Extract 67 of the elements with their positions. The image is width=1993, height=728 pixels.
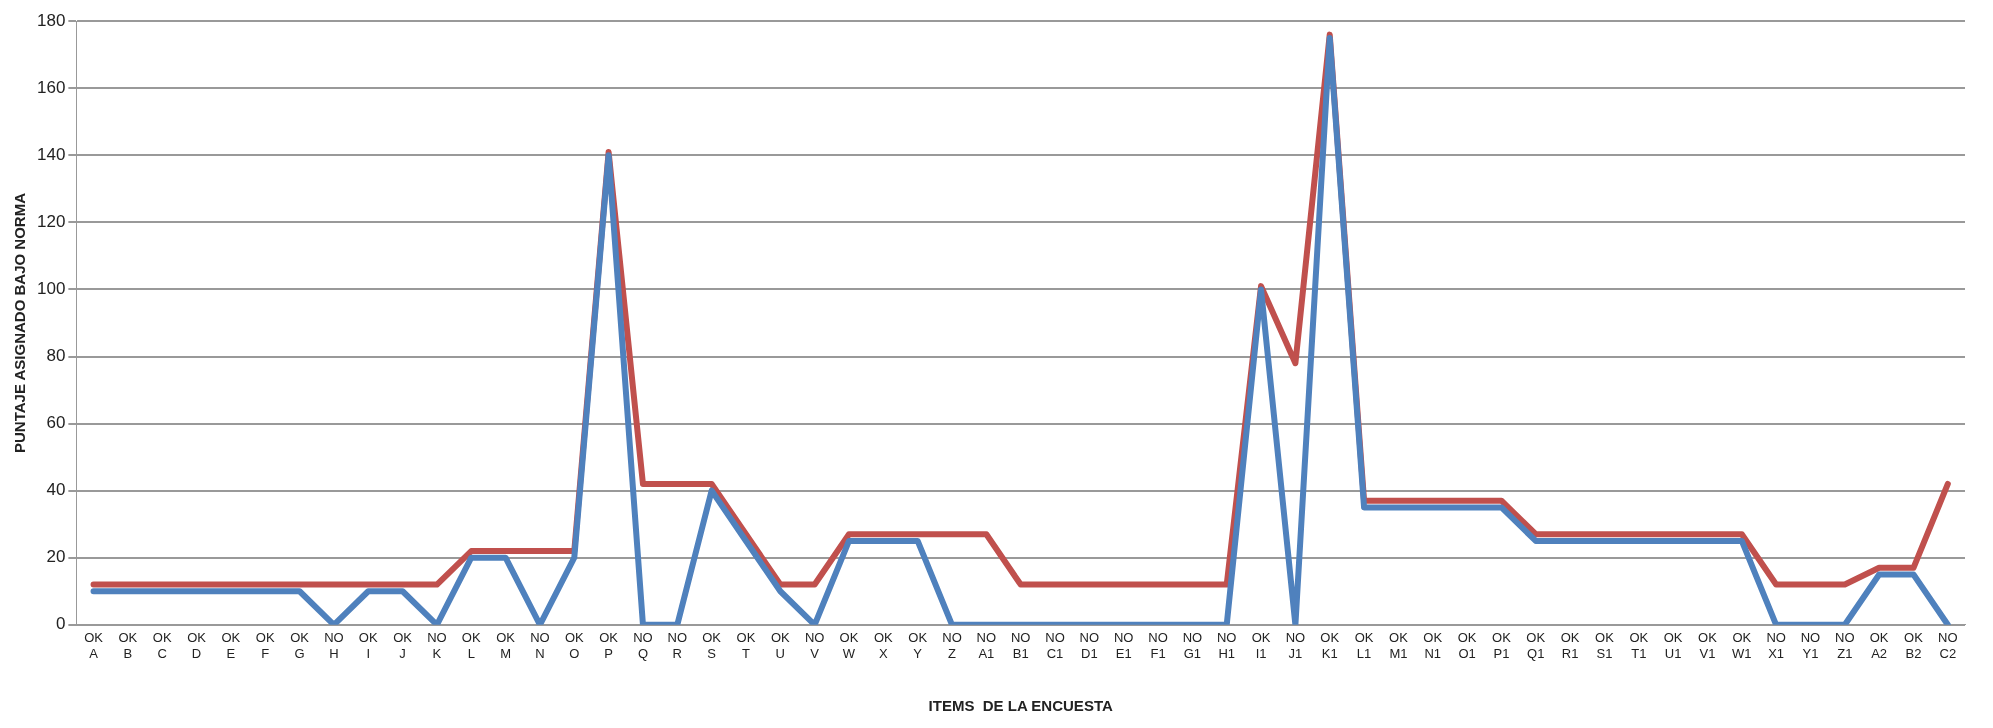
y-tick-label: 120 xyxy=(36,212,66,232)
x-tick-label: NO C1 xyxy=(1045,630,1065,661)
x-tick-label: NO C2 xyxy=(1938,630,1958,661)
x-tick-label: NO X1 xyxy=(1766,630,1786,661)
x-tick-label: OK T xyxy=(736,630,756,661)
y-tick-label: 160 xyxy=(36,77,66,97)
y-tick-label: 60 xyxy=(46,413,66,433)
x-tick-label: OK I xyxy=(358,630,378,661)
x-tick-label: OK S1 xyxy=(1595,630,1615,661)
x-tick-label: OK J xyxy=(393,630,413,661)
x-tick-label: OK P1 xyxy=(1492,630,1512,661)
x-tick-label: OK N1 xyxy=(1423,630,1443,661)
x-tick-label: OK L1 xyxy=(1354,630,1374,661)
x-tick-label: NO B1 xyxy=(1010,630,1031,661)
x-tick-label: OK W xyxy=(839,630,859,661)
x-tick-label: NO F1 xyxy=(1148,630,1168,661)
y-tick-label: 40 xyxy=(46,480,66,500)
x-tick-label: NO Y1 xyxy=(1800,630,1821,661)
x-tick-label: OK O1 xyxy=(1457,630,1477,661)
x-tick-label: NO N xyxy=(530,630,550,661)
x-tick-label: NO Z1 xyxy=(1835,630,1855,661)
x-tick-label: OK U1 xyxy=(1663,630,1683,661)
y-tick-label: 0 xyxy=(55,614,66,634)
x-tick-label: OK M1 xyxy=(1389,630,1409,661)
x-tick-label: NO J1 xyxy=(1285,630,1306,661)
x-axis-title: ITEMS DE LA ENCUESTA xyxy=(928,697,1113,715)
y-tick-label: 140 xyxy=(36,145,66,165)
x-tick-label: NO V xyxy=(804,630,825,661)
x-tick-label: OK U xyxy=(770,630,791,661)
x-tick-label: NO H xyxy=(324,630,344,661)
x-tick-label: OK W1 xyxy=(1732,630,1752,661)
x-tick-label: OK B xyxy=(118,630,138,661)
x-tick-label: NO Z xyxy=(942,630,962,661)
x-tick-label: OK Y xyxy=(908,630,928,661)
x-tick-label: OK M xyxy=(496,630,516,661)
x-tick-label: OK O xyxy=(564,630,584,661)
x-tick-label: NO D1 xyxy=(1079,630,1100,661)
y-axis-title: PUNTAJE ASIGNADO BAJO NORMA xyxy=(11,192,29,454)
x-tick-label: OK A2 xyxy=(1869,630,1889,661)
x-tick-label: OK F xyxy=(255,630,275,661)
y-tick-label: 100 xyxy=(36,279,66,299)
x-tick-label: OK A xyxy=(84,630,104,661)
x-tick-label: OK S xyxy=(702,630,722,661)
x-tick-label: NO K xyxy=(427,630,447,661)
x-tick-label: OK D xyxy=(187,630,207,661)
x-tick-label: OK P xyxy=(599,630,619,661)
x-tick-label: NO Q xyxy=(633,630,653,661)
y-tick-label: 20 xyxy=(46,547,66,567)
x-tick-label: OK K1 xyxy=(1320,630,1340,661)
x-tick-label: NO G1 xyxy=(1182,630,1203,661)
x-tick-label: NO R xyxy=(667,630,688,661)
x-tick-label: OK T1 xyxy=(1629,630,1649,661)
x-tick-label: NO A1 xyxy=(976,630,997,661)
x-tick-label: OK G xyxy=(290,630,310,661)
x-tick-label: NO H1 xyxy=(1216,630,1237,661)
y-tick-label: 80 xyxy=(46,346,66,366)
x-tick-label: OK L xyxy=(461,630,481,661)
x-tick-label: OK V1 xyxy=(1698,630,1718,661)
x-tick-label: OK Q1 xyxy=(1526,630,1546,661)
x-tick-label: OK C xyxy=(152,630,172,661)
x-tick-label: NO E1 xyxy=(1113,630,1134,661)
x-tick-label: OK R1 xyxy=(1560,630,1580,661)
x-tick-label: OK B2 xyxy=(1904,630,1924,661)
y-tick-label: 180 xyxy=(36,10,66,30)
x-tick-label: OK E xyxy=(221,630,241,661)
x-tick-label: OK I1 xyxy=(1251,630,1271,661)
x-tick-label: OK X xyxy=(873,630,894,661)
